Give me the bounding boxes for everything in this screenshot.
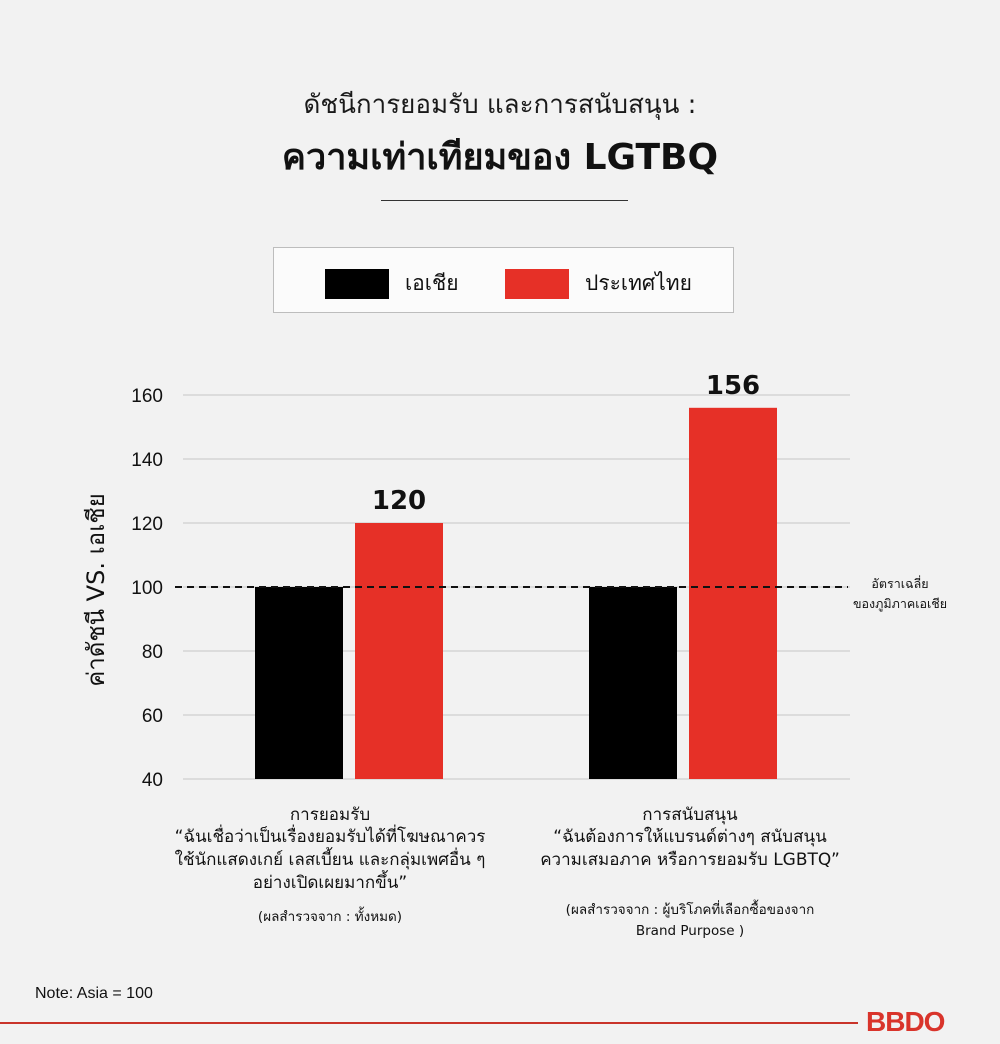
y-tick-label: 120 xyxy=(131,514,163,535)
footer-divider xyxy=(0,1022,858,1024)
data-label: 120 xyxy=(372,486,426,516)
bar-thailand xyxy=(355,523,443,779)
reference-label: ของภูมิภาคเอเชีย xyxy=(853,596,947,612)
category-quote-line: อย่างเปิดเผยมากขึ้น” xyxy=(252,873,408,893)
category-quote-line: ความเสมอภาค หรือการยอมรับ LGBTQ” xyxy=(540,850,840,870)
category-quote-line: “ฉันต้องการให้แบรนด์ต่างๆ สนับสนุน xyxy=(553,827,827,847)
y-tick-label: 80 xyxy=(142,642,163,663)
chart-title-line2: ความเท่าเทียมของ LGTBQ xyxy=(281,137,719,178)
category-quote-line: ใช้นักแสดงเกย์ เลสเบี้ยน และกลุ่มเพศอื่น… xyxy=(174,850,486,870)
data-label: 156 xyxy=(706,371,760,401)
legend: เอเชีย ประเทศไทย xyxy=(273,247,734,313)
legend-label-thailand: ประเทศไทย xyxy=(585,271,692,295)
category-source: (ผลสำรวจจาก : ทั้งหมด) xyxy=(257,909,403,925)
category-source: Brand Purpose ) xyxy=(635,923,745,939)
legend-swatch-thailand xyxy=(505,268,569,299)
chart-title-line1: ดัชนีการยอมรับ และการสนับสนุน : xyxy=(303,90,697,120)
category-title: การยอมรับ xyxy=(289,805,371,825)
y-tick-label: 40 xyxy=(142,770,163,791)
legend-swatch-asia xyxy=(325,268,389,299)
bar-asia xyxy=(255,587,343,779)
y-tick-label: 60 xyxy=(142,706,163,727)
footnote: Note: Asia = 100 xyxy=(35,985,153,1002)
y-axis-label: ค่าดัชนี VS. เอเชีย xyxy=(82,493,110,687)
category-note-acceptance: การยอมรับ “ฉันเชื่อว่าเป็นเรื่องยอมรับได… xyxy=(150,805,510,928)
reference-label: อัตราเฉลี่ย xyxy=(871,575,928,591)
y-tick-label: 160 xyxy=(131,386,163,407)
category-title: การสนับสนุน xyxy=(642,805,738,825)
legend-item-thailand: ประเทศไทย xyxy=(505,267,692,300)
y-tick-label: 100 xyxy=(131,578,163,599)
title-divider xyxy=(381,200,628,201)
bar-thailand xyxy=(689,407,777,779)
bar-asia xyxy=(589,587,677,779)
y-tick-label: 140 xyxy=(131,450,163,471)
legend-item-asia: เอเชีย xyxy=(325,267,459,300)
bbdo-logo: BBDO xyxy=(866,1006,945,1037)
legend-label-asia: เอเชีย xyxy=(405,271,459,295)
category-source: (ผลสำรวจจาก : ผู้บริโภคที่เลือกซื้อของจา… xyxy=(565,902,815,918)
category-note-support: การสนับสนุน “ฉันต้องการให้แบรนด์ต่างๆ สน… xyxy=(505,805,875,942)
category-quote-line: “ฉันเชื่อว่าเป็นเรื่องยอมรับได้ที่โฆษณาค… xyxy=(174,827,486,847)
